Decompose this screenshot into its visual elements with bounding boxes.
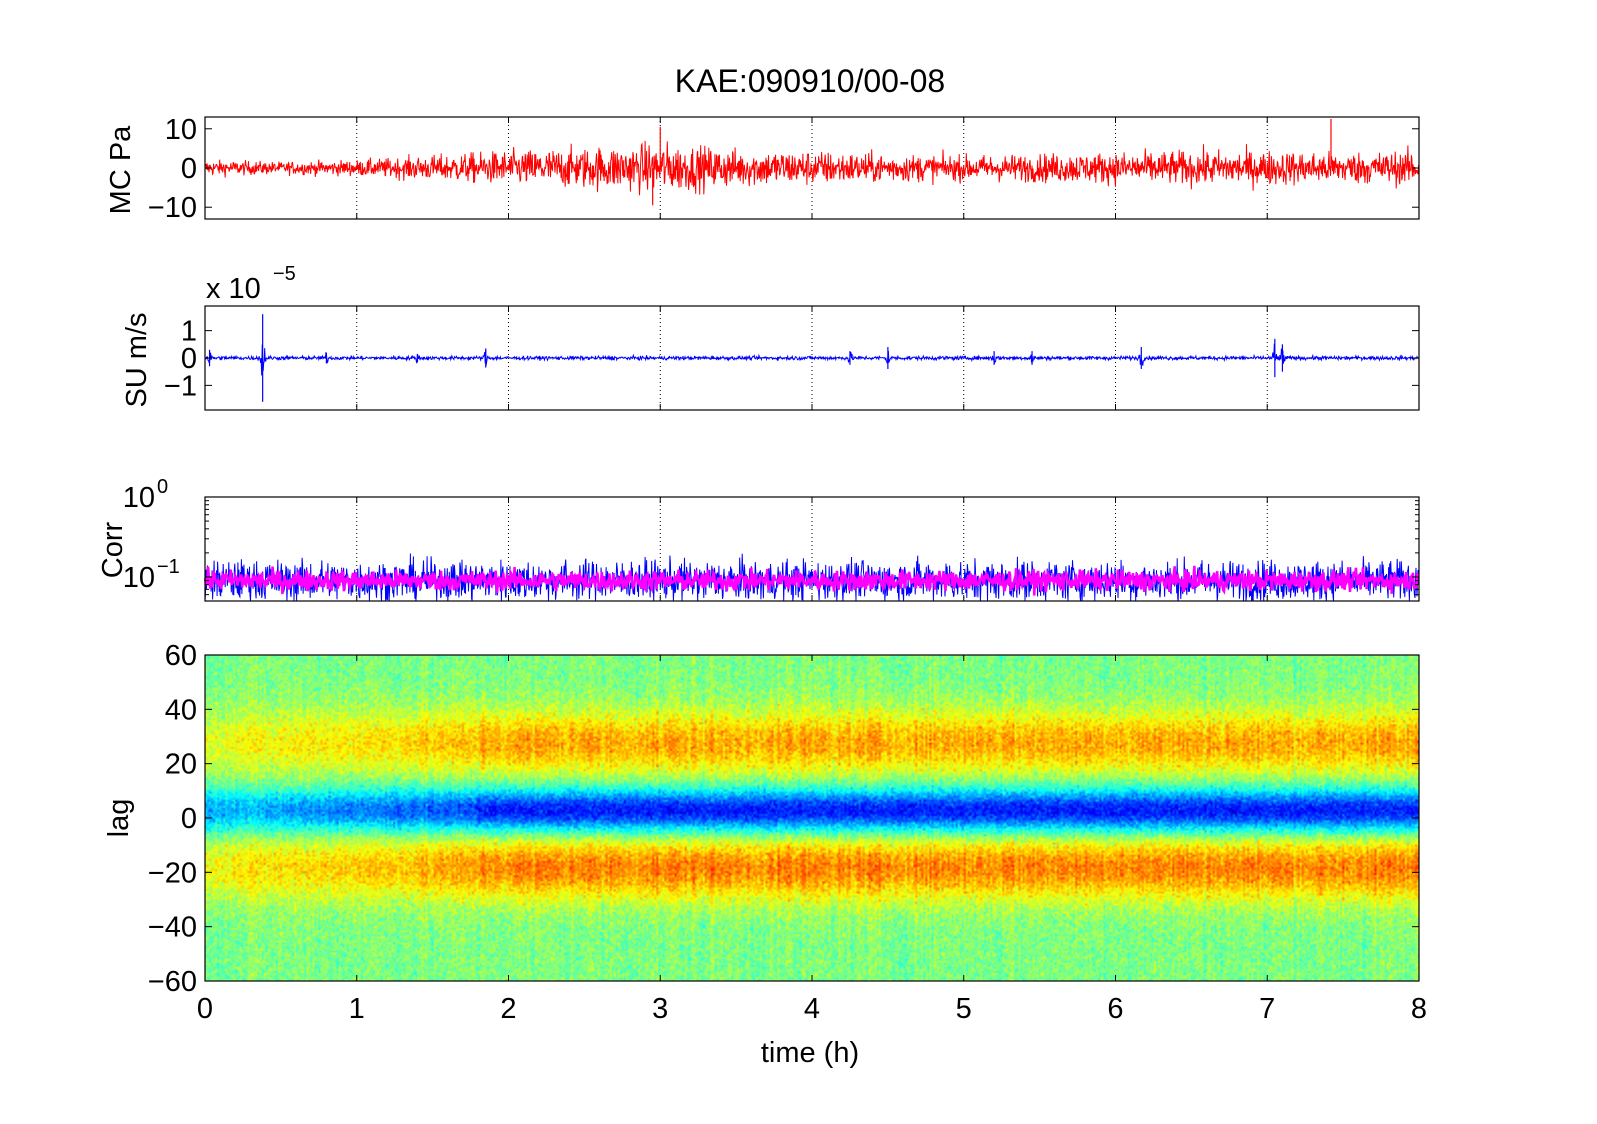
x-tick-label: 4 — [804, 993, 820, 1025]
lag-heatmap-image — [205, 655, 1419, 981]
axis-multiplier-exponent: −5 — [273, 263, 296, 285]
su-velocity-line — [204, 343, 1420, 376]
panel-mc-pressure: 10 0 −10 MC Pa — [105, 114, 1420, 224]
y-tick-exponent: −1 — [157, 556, 180, 578]
su-velocity-trace — [204, 314, 1420, 402]
y-tick-label: −20 — [148, 857, 197, 889]
y-tick-label: 0 — [181, 343, 197, 375]
y-tick-label: 0 — [181, 153, 197, 185]
x-ticks: 0 1 2 3 4 5 6 7 8 — [197, 993, 1427, 1025]
y-tick-label: 10 — [123, 482, 155, 514]
axis-multiplier: x 10 — [206, 273, 261, 305]
y-tick-label: −10 — [148, 192, 197, 224]
correlation-traces — [203, 553, 1420, 602]
y-axis-label: Corr — [97, 521, 129, 578]
x-tick-label: 8 — [1411, 993, 1427, 1025]
x-tick-label: 5 — [956, 993, 972, 1025]
y-ticks: 10−1 — [164, 306, 1420, 410]
y-axis-label: lag — [103, 799, 135, 838]
panel-lag-heatmap: 60 40 20 0 −20 −40 −60 0 1 2 3 4 5 6 7 8 lag time (h) — [103, 640, 1427, 1069]
y-ticks: 10 0 −10 — [148, 114, 1420, 224]
mc-pressure-trace — [204, 118, 1420, 206]
x-axis-label: time (h) — [761, 1037, 859, 1069]
y-tick-exponent: 0 — [157, 476, 168, 498]
y-axis-label: MC Pa — [105, 125, 137, 215]
x-tick-label: 2 — [500, 993, 516, 1025]
x-grid — [356, 497, 1268, 601]
y-tick-label: −60 — [148, 966, 197, 998]
x-tick-label: 6 — [1107, 993, 1123, 1025]
correlation-smoothed-line — [203, 565, 1420, 596]
y-tick-label: −1 — [164, 370, 197, 402]
x-tick-label: 0 — [197, 993, 213, 1025]
y-tick-label: 60 — [165, 640, 197, 672]
y-tick-label: 0 — [181, 803, 197, 835]
figure-title: KAE:090910/00-08 — [675, 63, 945, 99]
y-tick-label: 10 — [165, 114, 197, 146]
panel-su-velocity: 10−1 SU m/s x 10 −5 — [121, 263, 1420, 411]
y-tick-label: 20 — [165, 749, 197, 781]
mc-pressure-line — [204, 140, 1420, 196]
x-tick-label: 7 — [1259, 993, 1275, 1025]
x-tick-label: 1 — [349, 993, 365, 1025]
y-tick-label: 1 — [181, 316, 197, 348]
y-tick-label: 10 — [123, 562, 155, 594]
y-axis-label: SU m/s — [121, 312, 153, 407]
y-tick-label: −40 — [148, 912, 197, 944]
x-tick-label: 3 — [652, 993, 668, 1025]
y-tick-label: 40 — [165, 694, 197, 726]
y-ticks: 60 40 20 0 −20 −40 −60 — [148, 640, 1420, 998]
